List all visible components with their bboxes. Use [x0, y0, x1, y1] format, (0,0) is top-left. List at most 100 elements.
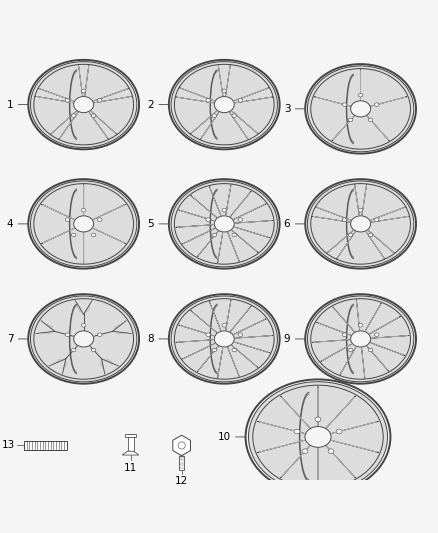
- Ellipse shape: [305, 426, 331, 447]
- Polygon shape: [176, 225, 213, 228]
- Polygon shape: [191, 310, 217, 333]
- Text: 4: 4: [7, 219, 14, 229]
- Ellipse shape: [358, 208, 363, 212]
- Ellipse shape: [348, 118, 353, 122]
- Polygon shape: [42, 228, 74, 244]
- Polygon shape: [122, 451, 139, 455]
- Ellipse shape: [222, 208, 226, 212]
- Ellipse shape: [307, 66, 414, 152]
- Polygon shape: [367, 346, 389, 371]
- Ellipse shape: [212, 114, 216, 117]
- Ellipse shape: [92, 114, 96, 117]
- Text: 7: 7: [7, 334, 14, 344]
- Ellipse shape: [71, 114, 76, 117]
- Ellipse shape: [368, 348, 373, 352]
- Polygon shape: [173, 435, 191, 456]
- Polygon shape: [330, 421, 378, 434]
- Polygon shape: [327, 230, 353, 253]
- Polygon shape: [330, 440, 378, 453]
- Ellipse shape: [368, 233, 373, 237]
- Ellipse shape: [342, 333, 347, 336]
- Polygon shape: [42, 204, 74, 220]
- Ellipse shape: [374, 103, 379, 107]
- Ellipse shape: [65, 218, 70, 222]
- Polygon shape: [315, 207, 350, 220]
- Ellipse shape: [74, 96, 94, 112]
- Text: 2: 2: [147, 100, 154, 110]
- Polygon shape: [226, 300, 231, 330]
- Bar: [125, 434, 136, 437]
- Polygon shape: [370, 317, 400, 334]
- Ellipse shape: [232, 114, 237, 117]
- Ellipse shape: [238, 333, 243, 336]
- Polygon shape: [312, 216, 350, 222]
- Polygon shape: [280, 445, 311, 478]
- Polygon shape: [93, 228, 126, 244]
- Polygon shape: [366, 232, 385, 259]
- Ellipse shape: [74, 216, 94, 232]
- Polygon shape: [179, 325, 214, 336]
- Text: 11: 11: [124, 463, 137, 473]
- Ellipse shape: [374, 333, 379, 336]
- Polygon shape: [258, 421, 306, 434]
- Polygon shape: [182, 343, 215, 359]
- Ellipse shape: [31, 62, 137, 148]
- Polygon shape: [235, 221, 273, 223]
- Polygon shape: [235, 335, 273, 338]
- Ellipse shape: [351, 216, 371, 232]
- Polygon shape: [85, 64, 89, 96]
- Polygon shape: [235, 227, 270, 238]
- Polygon shape: [230, 112, 248, 140]
- Ellipse shape: [92, 348, 96, 352]
- Polygon shape: [371, 216, 410, 222]
- Bar: [24, 441, 67, 450]
- Ellipse shape: [222, 89, 226, 93]
- Ellipse shape: [294, 429, 300, 434]
- Polygon shape: [234, 319, 266, 334]
- Polygon shape: [316, 322, 350, 335]
- Polygon shape: [175, 97, 213, 103]
- Text: 9: 9: [284, 334, 290, 344]
- Polygon shape: [95, 96, 132, 103]
- Polygon shape: [368, 230, 395, 253]
- Ellipse shape: [351, 331, 371, 347]
- Ellipse shape: [92, 233, 96, 237]
- Ellipse shape: [98, 99, 102, 102]
- Ellipse shape: [358, 93, 363, 97]
- Polygon shape: [197, 231, 218, 257]
- Ellipse shape: [348, 348, 353, 352]
- Bar: [179, 456, 184, 470]
- Polygon shape: [190, 111, 217, 134]
- Ellipse shape: [336, 429, 342, 434]
- Polygon shape: [89, 112, 109, 140]
- Polygon shape: [332, 115, 355, 141]
- Ellipse shape: [351, 101, 371, 117]
- Polygon shape: [38, 88, 74, 101]
- Polygon shape: [218, 348, 223, 378]
- Ellipse shape: [81, 208, 86, 212]
- Polygon shape: [321, 344, 352, 361]
- Polygon shape: [50, 111, 76, 134]
- Text: 1: 1: [7, 100, 14, 110]
- Bar: [127, 434, 134, 451]
- Polygon shape: [362, 348, 365, 378]
- Polygon shape: [326, 445, 356, 478]
- Ellipse shape: [307, 296, 414, 382]
- Polygon shape: [332, 306, 354, 332]
- Polygon shape: [371, 343, 405, 356]
- Polygon shape: [235, 342, 270, 353]
- Text: 13: 13: [1, 440, 14, 450]
- Polygon shape: [179, 210, 214, 221]
- Ellipse shape: [98, 333, 102, 336]
- Ellipse shape: [171, 62, 277, 148]
- Ellipse shape: [214, 96, 234, 112]
- Ellipse shape: [248, 382, 388, 492]
- Ellipse shape: [31, 181, 137, 267]
- Polygon shape: [94, 88, 129, 101]
- Ellipse shape: [98, 218, 102, 222]
- Ellipse shape: [206, 99, 210, 102]
- Polygon shape: [218, 64, 223, 96]
- Ellipse shape: [206, 333, 210, 336]
- Polygon shape: [191, 196, 217, 217]
- Polygon shape: [340, 347, 356, 375]
